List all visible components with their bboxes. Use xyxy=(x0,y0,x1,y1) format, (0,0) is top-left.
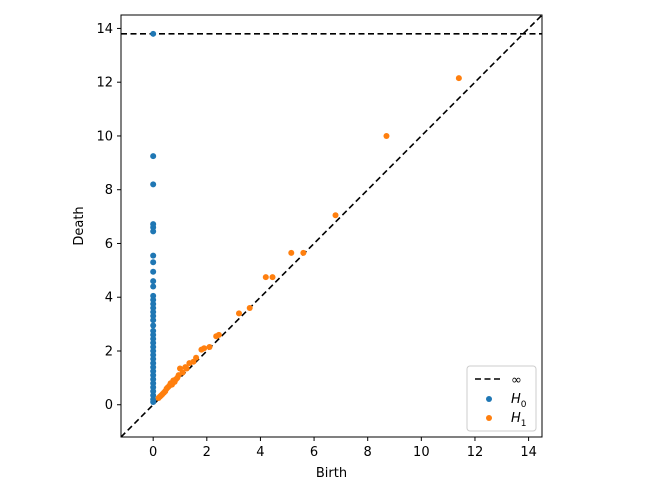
points-layer xyxy=(150,30,462,406)
y-tick-label: 0 xyxy=(105,398,113,413)
legend-h1-swatch xyxy=(486,415,492,421)
x-tick-label: 8 xyxy=(364,445,372,460)
x-tick-label: 2 xyxy=(203,445,211,460)
legend-box xyxy=(466,365,537,432)
point-h1 xyxy=(213,333,220,340)
point-h0 xyxy=(150,30,157,37)
point-h0 xyxy=(150,181,157,188)
y-tick-label: 14 xyxy=(96,22,113,37)
point-h0 xyxy=(150,317,157,324)
y-axis-label: Death xyxy=(72,206,87,245)
point-h1 xyxy=(383,132,390,139)
point-h0 xyxy=(150,252,157,259)
point-h0 xyxy=(150,322,157,329)
point-h0 xyxy=(150,228,157,235)
point-h1 xyxy=(235,310,242,317)
point-h0 xyxy=(150,259,157,266)
point-h0 xyxy=(150,268,157,275)
point-h0 xyxy=(150,153,157,160)
point-h1 xyxy=(300,249,307,256)
x-axis: 0 2 4 6 8 10 12 14 xyxy=(149,437,537,460)
point-h1 xyxy=(455,75,462,82)
legend-h0-label: H0 xyxy=(511,392,527,410)
x-tick-label: 4 xyxy=(256,445,264,460)
y-tick-label: 12 xyxy=(96,76,113,91)
x-tick-label: 12 xyxy=(467,445,484,460)
plot-frame xyxy=(120,14,543,438)
point-h1 xyxy=(246,304,253,311)
point-h1 xyxy=(186,360,193,367)
point-h1 xyxy=(288,249,295,256)
x-tick-label: 0 xyxy=(149,445,157,460)
point-h1 xyxy=(198,346,205,353)
point-h1 xyxy=(262,274,269,281)
x-axis-label: Birth xyxy=(316,466,347,481)
plot-area xyxy=(121,15,542,437)
x-tick-label: 14 xyxy=(520,445,537,460)
point-h1 xyxy=(269,274,276,281)
point-h1 xyxy=(206,343,213,350)
y-tick-label: 10 xyxy=(96,129,113,144)
point-h0 xyxy=(150,283,157,290)
y-axis: 0 2 4 6 8 10 12 14 xyxy=(96,22,121,413)
x-tick-label: 6 xyxy=(310,445,318,460)
y-tick-label: 4 xyxy=(105,291,113,306)
point-h1 xyxy=(155,395,162,402)
legend-h0-swatch xyxy=(486,396,492,402)
legend: ∞ H0 H1 xyxy=(466,365,537,432)
point-h1 xyxy=(183,365,190,372)
x-tick-label: 10 xyxy=(413,445,430,460)
legend-infinity-label: ∞ xyxy=(511,373,522,388)
point-h1 xyxy=(332,212,339,219)
y-tick-label: 8 xyxy=(105,183,113,198)
point-h0 xyxy=(150,278,157,285)
y-tick-label: 6 xyxy=(105,237,113,252)
diagonal-line xyxy=(121,15,542,437)
point-h1 xyxy=(171,378,178,385)
y-tick-label: 2 xyxy=(105,344,113,359)
legend-h1-label: H1 xyxy=(511,411,527,429)
point-h0 xyxy=(150,399,157,406)
